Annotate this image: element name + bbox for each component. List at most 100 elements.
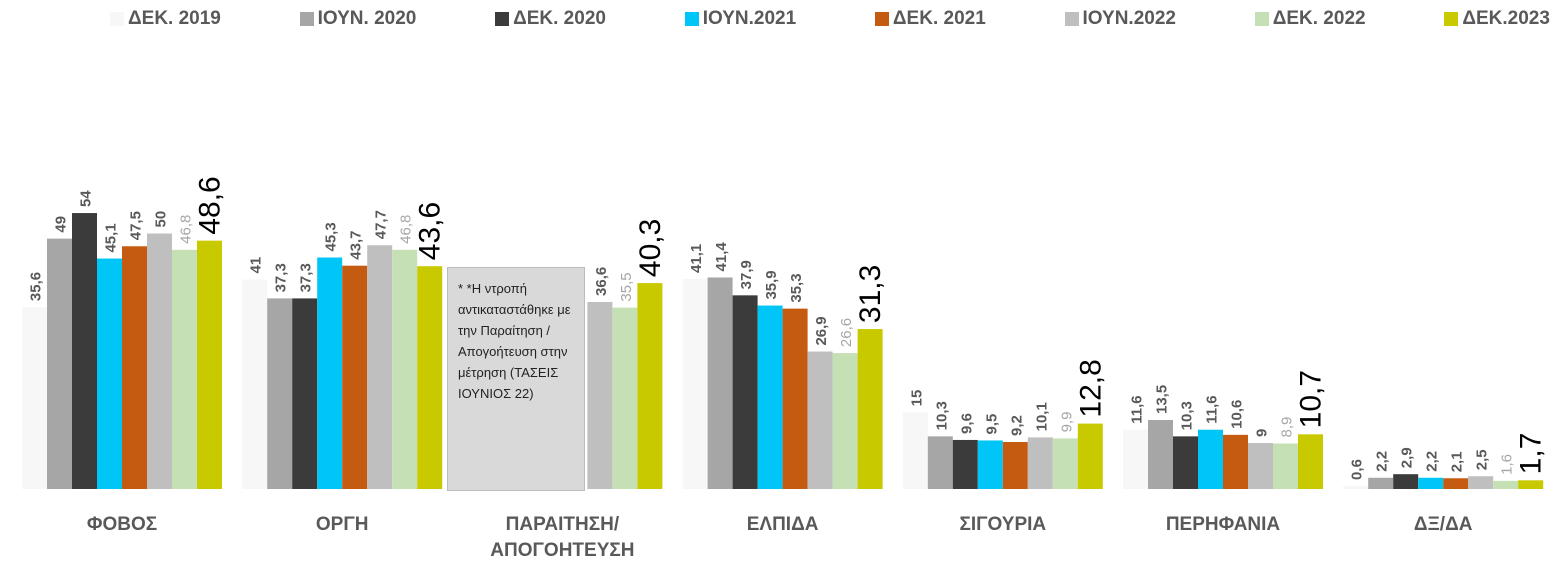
bar — [1418, 477, 1444, 489]
bar — [807, 351, 833, 489]
data-label: 10,1 — [1033, 402, 1050, 431]
annotation: * *Η ντροπή αντικαταστάθηκε με την Παραί… — [447, 267, 585, 491]
legend-label: ΔΕΚ.2023 — [1462, 8, 1550, 29]
bar — [1223, 434, 1248, 489]
data-label: 50 — [153, 211, 170, 228]
data-label: 54 — [78, 190, 95, 207]
data-label: 35,5 — [618, 272, 635, 301]
bar — [292, 298, 318, 489]
data-label: 8,9 — [1279, 417, 1296, 438]
bar — [122, 246, 147, 489]
legend-label: ΔΕΚ. 2022 — [1272, 8, 1366, 29]
bar — [1393, 474, 1419, 489]
x-tick-label: ΟΡΓΗ — [315, 514, 369, 535]
legend-swatch — [110, 12, 124, 26]
legend: ΔΕΚ. 2019 ΙΟΥΝ. 2020 ΔΕΚ. 2020 ΙΟΥΝ.2021 ΔΕΚ… — [110, 8, 1550, 30]
data-label: 12,8 — [1074, 359, 1107, 417]
bar — [1248, 443, 1273, 489]
data-label: 40,3 — [634, 219, 667, 277]
data-label: 1,7 — [1515, 433, 1548, 475]
data-label: 11,6 — [1129, 395, 1146, 423]
data-label: 43,6 — [414, 202, 447, 260]
legend-item: ΔΕΚ. 2020 — [495, 8, 606, 30]
bar — [197, 240, 222, 489]
data-label: 36,6 — [593, 267, 610, 296]
legend-label: ΔΕΚ. 2019 — [128, 8, 221, 29]
data-label: 10,3 — [933, 401, 950, 430]
data-label: 35,9 — [763, 270, 780, 299]
bar — [1368, 477, 1394, 489]
x-tick-label: ΣΙΓΟΥΡΙΑ — [959, 514, 1047, 535]
data-label: 47,7 — [373, 210, 390, 239]
data-label: 49 — [53, 216, 70, 233]
bar — [782, 308, 808, 489]
bar — [267, 298, 293, 489]
data-label: 26,9 — [813, 316, 830, 345]
data-label: 41 — [248, 257, 265, 274]
data-label: 9,2 — [1008, 415, 1025, 436]
bar — [1077, 423, 1103, 489]
legend-item: ΔΕΚ. 2022 — [1254, 8, 1366, 30]
data-label: 2,1 — [1449, 451, 1466, 472]
bar — [977, 440, 1003, 489]
data-label: 0,6 — [1349, 459, 1366, 480]
data-label: 46,8 — [178, 215, 195, 244]
bar — [342, 265, 368, 489]
bar — [1052, 438, 1078, 489]
bar — [1518, 480, 1544, 489]
bar — [1027, 437, 1053, 489]
bar — [1273, 443, 1298, 489]
x-tick-label: ΔΞ/ΔΑ — [1413, 514, 1473, 535]
x-tick-label: ΠΕΡΗΦΑΝΙΑ — [1165, 514, 1281, 535]
data-label: 9,5 — [983, 414, 1000, 435]
data-label: 37,3 — [298, 263, 315, 292]
data-label: 10,7 — [1295, 370, 1328, 428]
data-label: 1,6 — [1499, 454, 1516, 475]
data-label: 11,6 — [1204, 395, 1221, 423]
legend-label: ΙΟΥΝ.2021 — [702, 8, 797, 29]
legend-swatch — [1064, 12, 1079, 26]
data-label: 15 — [908, 390, 925, 407]
bar — [1002, 441, 1028, 489]
bar — [682, 278, 708, 489]
legend-label: ΙΟΥΝ.2022 — [1082, 8, 1176, 29]
data-label: 13,5 — [1154, 385, 1171, 414]
bar — [417, 266, 443, 489]
x-tick-label: ΦΟΒΟΣ — [86, 514, 158, 535]
data-label: 9,6 — [958, 413, 975, 434]
legend-item: ΔΕΚ.2023 — [1444, 8, 1550, 30]
data-label: 31,3 — [854, 265, 887, 323]
legend-label: ΔΕΚ. 2020 — [513, 8, 606, 29]
legend-item: ΙΟΥΝ.2021 — [684, 8, 797, 30]
data-label: 37,3 — [273, 263, 290, 292]
bar — [832, 353, 858, 489]
data-label: 2,2 — [1374, 451, 1391, 472]
bar — [927, 436, 953, 489]
legend-item: ΙΟΥΝ.2022 — [1064, 8, 1176, 30]
bar — [97, 258, 122, 489]
bar — [367, 245, 393, 489]
data-label: 43,7 — [348, 230, 365, 259]
legend-swatch — [495, 12, 510, 26]
bar — [392, 249, 418, 489]
bar — [902, 412, 928, 489]
bar — [1148, 420, 1173, 489]
data-label: 10,6 — [1229, 400, 1246, 429]
data-label: 45,1 — [103, 223, 120, 252]
bar — [147, 233, 172, 489]
bar — [587, 301, 613, 489]
data-label: 45,3 — [323, 222, 340, 251]
bar — [612, 307, 638, 489]
data-label: 9,9 — [1058, 412, 1075, 433]
legend-label: ΔΕΚ. 2021 — [892, 8, 986, 29]
data-label: 35,3 — [788, 273, 805, 302]
legend-item: ΙΟΥΝ. 2020 — [299, 8, 416, 30]
data-label: 35,6 — [28, 272, 45, 301]
bar — [1343, 485, 1369, 489]
bar — [317, 257, 343, 489]
legend-item: ΔΕΚ. 2021 — [874, 8, 986, 30]
legend-swatch — [1254, 12, 1269, 26]
bar — [172, 249, 197, 489]
bar — [857, 329, 883, 489]
